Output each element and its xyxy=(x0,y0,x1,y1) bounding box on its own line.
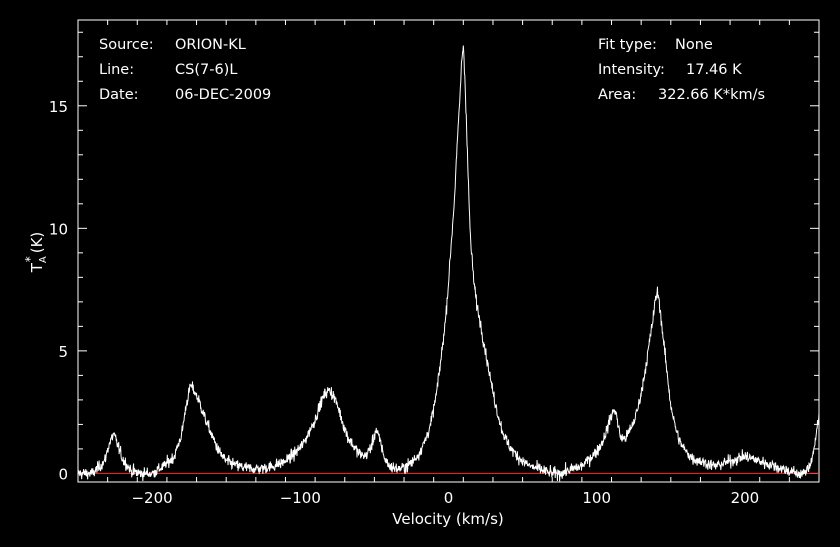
info-source-value: ORION-KL xyxy=(175,37,246,53)
info-fit-type-key: Fit type: xyxy=(598,37,657,53)
x-tick-label: 0 xyxy=(444,489,454,507)
axis-tick-labels: −200 −100 0 100 200 0 5 10 15 xyxy=(49,98,759,507)
x-tick-label: −100 xyxy=(280,489,321,507)
y-axis-label: TA* (K) xyxy=(23,232,49,274)
info-intensity-key: Intensity: xyxy=(598,62,665,78)
axis-ticks xyxy=(77,20,820,482)
y-tick-label: 15 xyxy=(49,98,68,116)
y-axis-label-superscript: * xyxy=(23,256,37,262)
info-intensity-value: 17.46 K xyxy=(686,62,742,78)
info-fit-type-value: None xyxy=(675,37,713,53)
spectrum-line xyxy=(77,45,820,482)
y-axis-label-symbol: T xyxy=(28,262,46,273)
info-source-key: Source: xyxy=(99,37,154,53)
info-line-key: Line: xyxy=(99,62,135,78)
x-tick-label: −200 xyxy=(131,489,172,507)
x-axis-label: Velocity (km/s) xyxy=(392,510,503,528)
y-tick-label: 5 xyxy=(58,343,68,361)
info-line-value: CS(7-6)L xyxy=(175,62,238,78)
plot-frame xyxy=(77,19,820,483)
y-axis-label-unit: (K) xyxy=(28,232,46,254)
svg-text:TA*(K): TA* (K) xyxy=(23,232,49,274)
y-tick-label: 0 xyxy=(58,465,68,483)
info-date-value: 06-DEC-2009 xyxy=(175,87,272,103)
info-area-key: Area: xyxy=(598,87,637,103)
x-tick-label: 100 xyxy=(582,489,611,507)
y-tick-label: 10 xyxy=(49,220,68,238)
info-date-key: Date: xyxy=(99,87,139,103)
info-area-value: 322.66 K*km/s xyxy=(658,87,766,103)
x-tick-label: 200 xyxy=(731,489,760,507)
y-axis-label-subscript: A xyxy=(38,256,49,263)
